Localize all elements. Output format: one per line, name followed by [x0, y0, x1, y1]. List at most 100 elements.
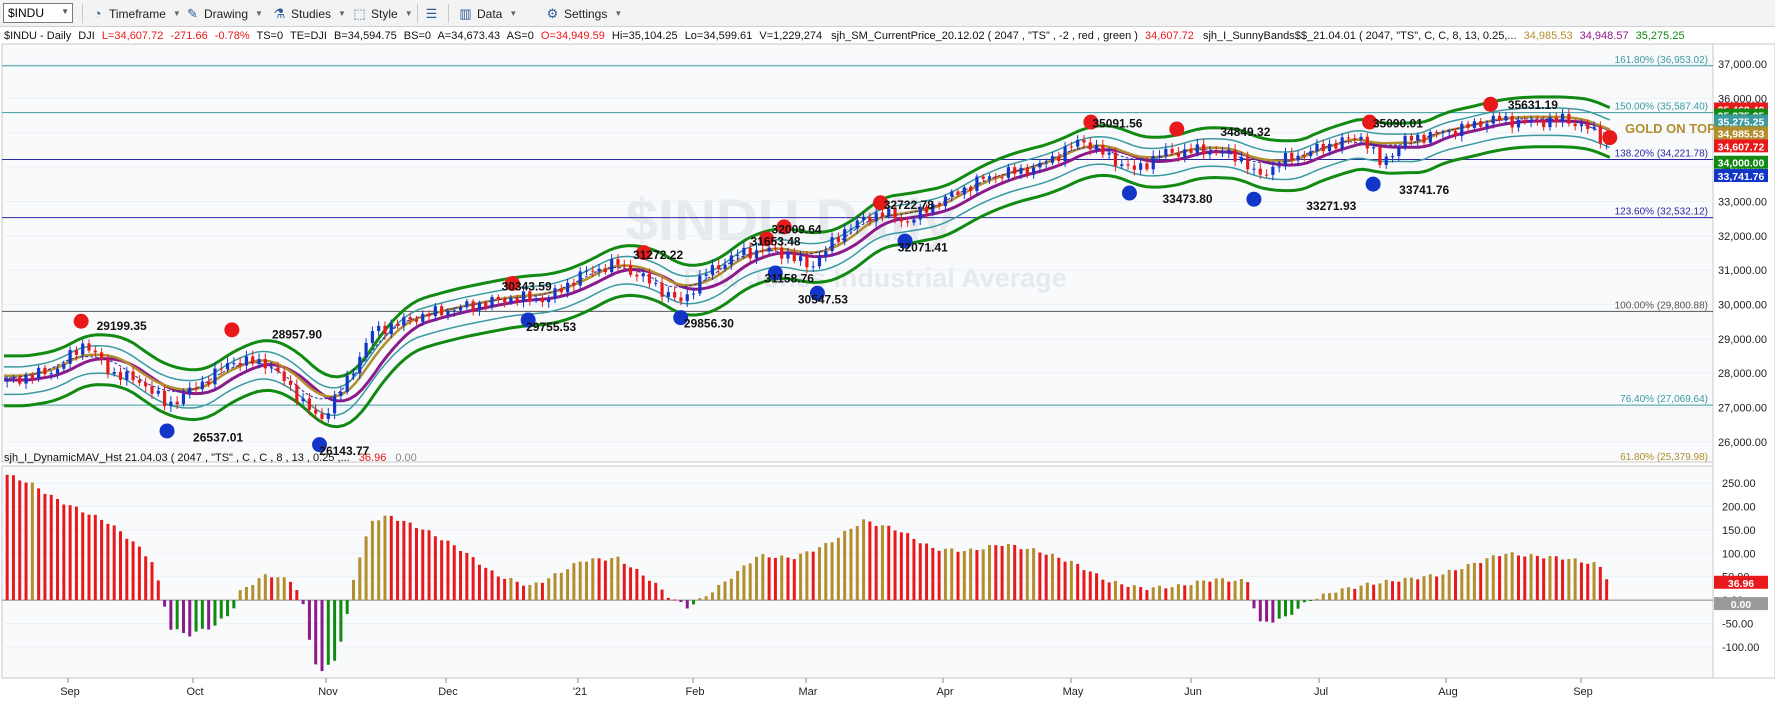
candle-body — [1044, 162, 1048, 164]
candle-body — [156, 390, 160, 394]
histogram-bar — [799, 553, 803, 601]
band-outer-lower — [4, 145, 1611, 429]
histogram-bar — [1491, 555, 1495, 601]
histogram-bar — [137, 546, 141, 601]
header-symbol: $INDU - Daily — [4, 30, 72, 42]
candle-body — [1466, 123, 1470, 128]
histogram-bar — [943, 548, 947, 601]
histogram-bar — [169, 600, 173, 630]
drawing-menu[interactable]: ✎ Drawing ▼ — [185, 4, 263, 23]
candle-body — [1365, 136, 1369, 149]
histogram-bar — [887, 525, 891, 601]
histogram-bar — [1422, 576, 1426, 601]
candle-body — [270, 367, 274, 369]
chart-header: $INDU - Daily DJI L=34,607.72 -271.66 -0… — [4, 30, 1685, 42]
header-high: Hi=35,104.25 — [612, 30, 678, 42]
histogram-bar — [1164, 588, 1168, 601]
candle-body — [861, 216, 866, 221]
swing-value-label: 31653.48 — [751, 235, 801, 249]
symbol-input[interactable]: $INDU ▼ — [3, 3, 73, 23]
candle-body — [1447, 131, 1451, 133]
histogram-bar — [11, 475, 15, 601]
candle-body — [987, 176, 992, 179]
candle-body — [1082, 139, 1086, 143]
symbol-value: $INDU — [8, 6, 45, 20]
candle-body — [754, 250, 759, 259]
histogram-bar — [1510, 552, 1514, 601]
candle-body — [1384, 156, 1388, 165]
candle-body — [1460, 123, 1464, 136]
candle-body — [635, 274, 639, 277]
candle-body — [1598, 126, 1602, 144]
histogram-bar — [925, 543, 929, 601]
header-study2-value-2: 34,948.57 — [1580, 30, 1629, 42]
candle-body — [509, 297, 513, 303]
chevron-down-icon: ▼ — [404, 9, 413, 18]
candle-body — [1334, 143, 1338, 149]
candle-body — [93, 350, 97, 353]
header-ts: TS=0 — [257, 30, 284, 42]
header-study1-value: 34,607.72 — [1145, 30, 1194, 42]
candle-body — [207, 381, 211, 385]
data-menu[interactable]: ▥ Data ▼ — [458, 4, 517, 23]
candle-body — [805, 256, 809, 268]
histogram-bar — [1409, 577, 1413, 601]
candle-body — [68, 350, 72, 364]
histogram-bar — [1283, 600, 1287, 617]
swing-low-dot — [520, 312, 536, 328]
symbol-dropdown-icon[interactable]: ▼ — [61, 7, 69, 16]
histogram-bar — [49, 494, 53, 601]
candle-body — [1479, 121, 1483, 127]
candle-body — [251, 356, 255, 364]
style-menu[interactable]: ⬚ Style ▼ — [352, 4, 413, 23]
histogram-bar — [1221, 578, 1225, 601]
candle-body — [427, 313, 431, 317]
candle-body — [1164, 148, 1168, 156]
histogram-bar — [1183, 585, 1187, 601]
histogram-bar — [1321, 593, 1325, 601]
header-last: L=34,607.72 — [102, 30, 163, 42]
histogram-bar — [1302, 600, 1306, 603]
histogram-bar — [1088, 571, 1092, 601]
histogram-bar — [988, 544, 992, 601]
candle-body — [817, 256, 822, 267]
candle-body — [1252, 168, 1256, 170]
candle-body — [981, 176, 985, 179]
candle-body — [931, 203, 935, 213]
candle-body — [824, 251, 828, 257]
histogram-bar — [522, 585, 526, 601]
candle-body — [647, 273, 652, 284]
candle-body — [471, 301, 475, 311]
candle-body — [137, 380, 141, 383]
indicator-value-2: 0.00 — [395, 452, 416, 464]
chart-area[interactable]: $INDU Daily Dow Jones Industrial Average… — [0, 27, 1775, 707]
candle-body — [225, 363, 230, 369]
histogram-bar — [1158, 585, 1162, 601]
studies-menu[interactable]: ⚗ Studies ▼ — [272, 4, 346, 23]
histogram-bar — [912, 538, 916, 601]
candle-body — [1277, 166, 1281, 168]
timeframe-menu[interactable]: ◔ Timeframe ▼ — [90, 4, 181, 23]
candle-body — [244, 356, 249, 366]
layout-button[interactable]: ☰ — [424, 4, 439, 23]
candle-body — [666, 292, 670, 297]
flask-icon: ⚗ — [273, 6, 286, 21]
swing-high-dot — [224, 322, 240, 338]
swing-low-dot — [1365, 176, 1381, 192]
candle-body — [1176, 152, 1181, 157]
settings-label: Settings — [564, 6, 608, 21]
histogram-bar — [578, 561, 582, 601]
histogram-bar — [1239, 579, 1243, 601]
swing-value-label: 31158.76 — [765, 272, 815, 286]
header-open: O=34,949.59 — [541, 30, 605, 42]
candle-body — [565, 282, 570, 293]
histogram-bar — [1057, 557, 1061, 601]
candle-body — [219, 368, 223, 370]
price-tick-label: 33,000.00 — [1718, 197, 1767, 209]
candle-body — [1416, 134, 1420, 141]
settings-menu[interactable]: ⚙ Settings ▼ — [545, 4, 623, 23]
candle-body — [351, 373, 356, 376]
histogram-bar — [1032, 548, 1036, 601]
histogram-bar — [515, 581, 519, 601]
histogram-bar — [81, 512, 85, 601]
